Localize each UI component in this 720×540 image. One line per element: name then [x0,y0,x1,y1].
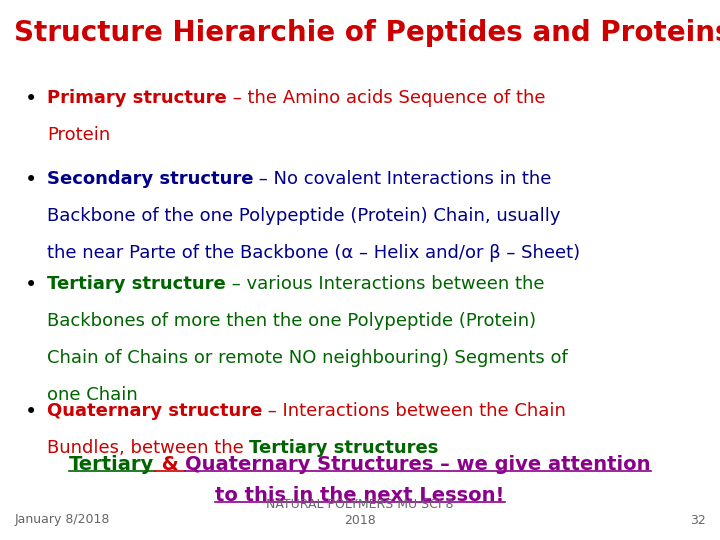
Text: •: • [25,275,37,295]
Text: 32: 32 [690,514,706,526]
Text: Tertiary: Tertiary [69,455,155,474]
Text: &: & [155,455,185,474]
Text: Tertiary structure: Tertiary structure [47,275,225,293]
Text: – No covalent Interactions in the: – No covalent Interactions in the [253,170,552,188]
Text: January 8/2018: January 8/2018 [14,514,109,526]
Text: – various Interactions between the: – various Interactions between the [225,275,544,293]
Text: Secondary structure: Secondary structure [47,170,253,188]
Text: – the Amino acids Sequence of the: – the Amino acids Sequence of the [227,89,545,107]
Text: Tertiary structures: Tertiary structures [249,439,438,457]
Text: to this in the next Lesson!: to this in the next Lesson! [215,486,505,505]
Text: one Chain: one Chain [47,386,138,403]
Text: •: • [25,89,37,109]
Text: •: • [25,170,37,190]
Text: Quaternary Structures – we give attention: Quaternary Structures – we give attentio… [185,455,651,474]
Text: Primary structure: Primary structure [47,89,227,107]
Text: NATURAL POLYMERS MU SCI 8
2018: NATURAL POLYMERS MU SCI 8 2018 [266,498,454,526]
Text: the near Parte of the Backbone (α – Helix and/or β – Sheet): the near Parte of the Backbone (α – Heli… [47,244,580,261]
Text: Chain of Chains or remote NO neighbouring) Segments of: Chain of Chains or remote NO neighbourin… [47,349,567,367]
Text: Bundles, between the: Bundles, between the [47,439,249,457]
Text: Backbones of more then the one Polypeptide (Protein): Backbones of more then the one Polypepti… [47,312,536,330]
Text: Quaternary structure: Quaternary structure [47,402,262,420]
Text: •: • [25,402,37,422]
Text: – Interactions between the Chain: – Interactions between the Chain [262,402,566,420]
Text: Protein: Protein [47,126,110,144]
Text: Structure Hierarchie of Peptides and Proteins: Structure Hierarchie of Peptides and Pro… [14,19,720,47]
Text: Backbone of the one Polypeptide (Protein) Chain, usually: Backbone of the one Polypeptide (Protein… [47,207,560,225]
